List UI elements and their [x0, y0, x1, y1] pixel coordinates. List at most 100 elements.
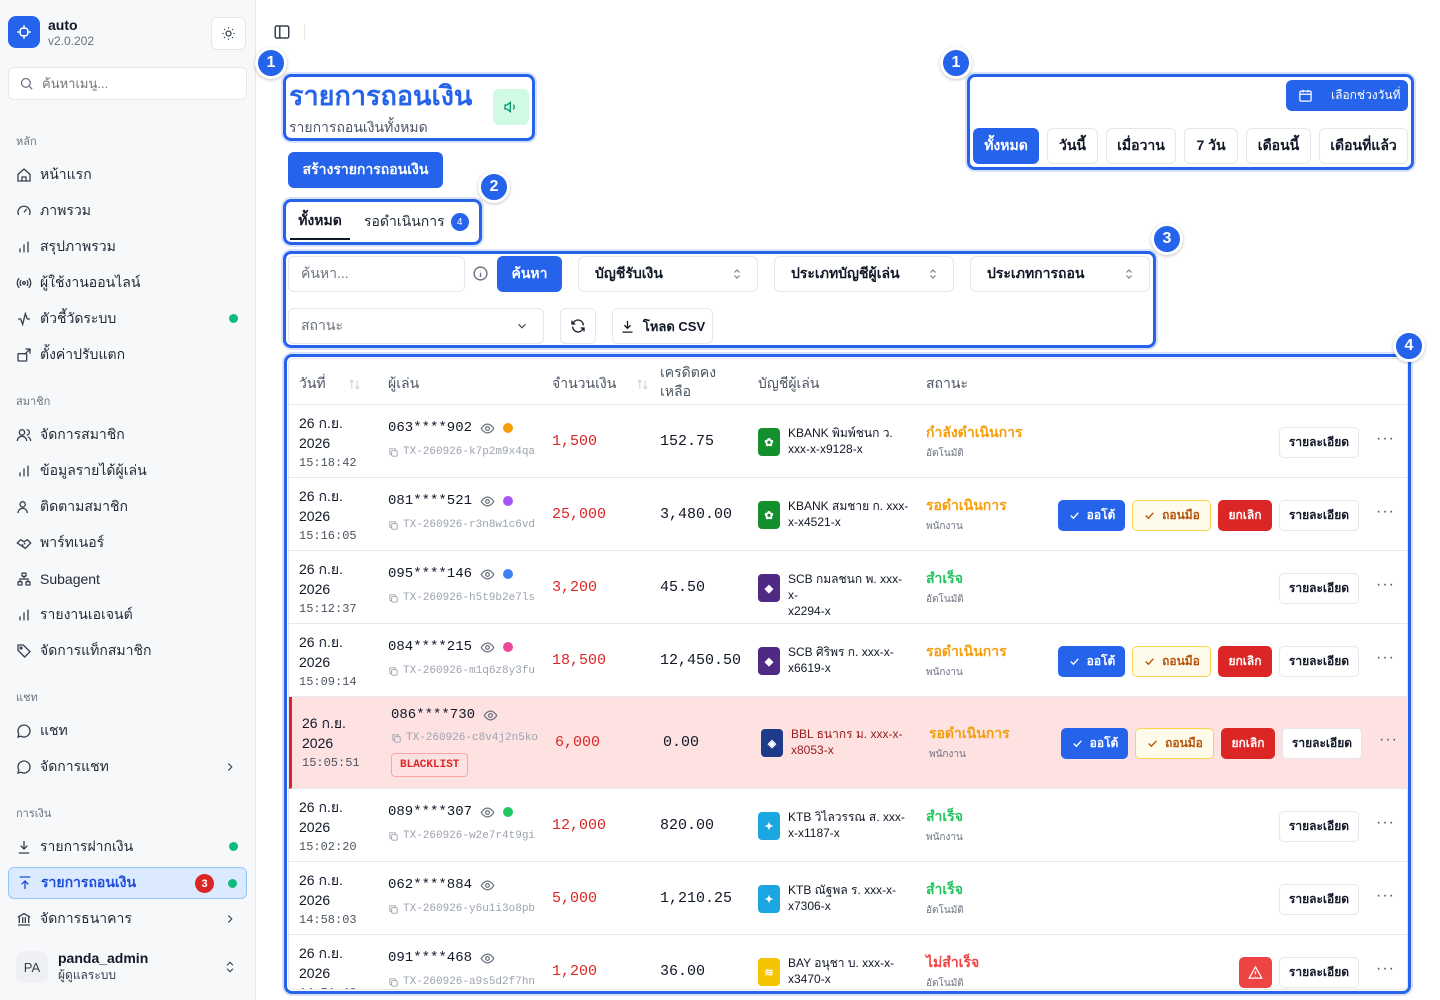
transaction-id[interactable]: TX-260926-a9s5d2f7hn	[388, 976, 535, 988]
transaction-id[interactable]: TX-260926-k7p2m9x4qa	[388, 446, 535, 458]
eye-icon[interactable]	[480, 494, 495, 509]
cancel-button[interactable]: ยกเลิก	[1218, 646, 1272, 677]
info-icon[interactable]	[472, 265, 489, 282]
auto-withdraw-button[interactable]: ออโต้	[1061, 728, 1128, 759]
eye-icon[interactable]	[480, 878, 495, 893]
sidebar-item-follow-members[interactable]: ติดตามสมาชิก	[8, 491, 247, 523]
range-yesterday-button[interactable]: เมื่อวาน	[1106, 128, 1176, 164]
sidebar-item-label: จัดการสมาชิก	[40, 426, 125, 442]
manual-withdraw-button[interactable]: ถอนมือ	[1135, 728, 1214, 759]
detail-button[interactable]: รายละเอียด	[1282, 728, 1362, 759]
range-last-month-button[interactable]: เดือนที่แล้ว	[1319, 128, 1408, 164]
sidebar-item-withdrawals[interactable]: รายการถอนเงิน 3	[8, 867, 247, 899]
menu-search-input[interactable]	[42, 76, 222, 91]
chevrons-up-down-icon	[1126, 269, 1132, 279]
eye-icon[interactable]	[480, 640, 495, 655]
range-today-button[interactable]: วันนี้	[1047, 128, 1098, 164]
detail-button[interactable]: รายละเอียด	[1279, 573, 1359, 604]
sidebar-item-system-metrics[interactable]: ตัวชี้วัดระบบ	[8, 303, 247, 335]
more-options-icon[interactable]: ···	[1376, 430, 1395, 447]
sidebar-item-online-users[interactable]: ผู้ใช้งานออนไลน์	[8, 267, 247, 299]
section-label-finance: การเงิน	[16, 808, 52, 820]
withdraw-type-select[interactable]: ประเภทการถอน	[970, 256, 1150, 292]
sidebar-item-summary[interactable]: สรุปภาพรวม	[8, 231, 247, 263]
tab-pending[interactable]: รอดำเนินการ 4	[364, 204, 476, 240]
search-button[interactable]: ค้นหา	[497, 256, 562, 292]
detail-button[interactable]: รายละเอียด	[1279, 500, 1359, 531]
range-all-button[interactable]: ทั้งหมด	[973, 128, 1039, 164]
detail-button[interactable]: รายละเอียด	[1279, 646, 1359, 677]
app-version: v2.0.202	[48, 34, 95, 48]
menu-search[interactable]	[8, 67, 247, 100]
sidebar-item-home[interactable]: หน้าแรก	[8, 159, 247, 191]
sidebar-item-partners[interactable]: พาร์ทเนอร์	[8, 527, 247, 559]
eye-icon[interactable]	[480, 951, 495, 966]
sidebar-item-split-settings[interactable]: ตั้งค่าปรับแตก	[8, 339, 247, 371]
theme-toggle-button[interactable]	[211, 17, 246, 50]
date-range-button[interactable]: เลือกช่วงวันที่	[1286, 80, 1408, 111]
auto-withdraw-button[interactable]: ออโต้	[1058, 500, 1125, 531]
sidebar-item-subagent[interactable]: Subagent	[8, 563, 247, 595]
more-options-icon[interactable]: ···	[1376, 960, 1395, 977]
sidebar-item-agent-report[interactable]: รายงานเอเจนต์	[8, 599, 247, 631]
eye-icon[interactable]	[480, 421, 495, 436]
range-this-month-button[interactable]: เดือนนี้	[1246, 128, 1311, 164]
eye-icon[interactable]	[480, 567, 495, 582]
transaction-id[interactable]: TX-260926-c8v4j2n5ko	[391, 732, 538, 744]
detail-button[interactable]: รายละเอียด	[1279, 811, 1359, 842]
cancel-button[interactable]: ยกเลิก	[1221, 728, 1275, 759]
tab-all[interactable]: ทั้งหมด	[290, 204, 350, 240]
more-options-icon[interactable]: ···	[1376, 887, 1395, 904]
status-select[interactable]: สถานะ	[288, 308, 544, 344]
transaction-id[interactable]: TX-260926-m1q6z8y3fu	[388, 665, 535, 677]
sidebar-item-banks[interactable]: จัดการธนาคาร	[8, 903, 247, 935]
date-range-label: เลือกช่วงวันที่	[1331, 88, 1401, 102]
sidebar-item-player-income[interactable]: ข้อมูลรายได้ผู้เล่น	[8, 455, 247, 487]
detail-button[interactable]: รายละเอียด	[1279, 427, 1359, 458]
eye-icon[interactable]	[480, 805, 495, 820]
more-options-icon[interactable]: ···	[1376, 503, 1395, 520]
sidebar-item-manage-chat[interactable]: จัดการแชท	[8, 751, 247, 783]
auto-withdraw-button[interactable]: ออโต้	[1058, 646, 1125, 677]
player-color-dot	[503, 423, 514, 433]
sidebar-item-member-tags[interactable]: จัดการแท็กสมาชิก	[8, 635, 247, 667]
transaction-id[interactable]: TX-260926-h5t9b2e7ls	[388, 592, 535, 604]
receiving-account-select[interactable]: บัญชีรับเงิน	[578, 256, 758, 292]
player-cell: 086****730	[391, 707, 498, 723]
transaction-id[interactable]: TX-260926-r3n8w1c6vd	[388, 519, 535, 531]
status-method: อัตโนมัติ	[926, 905, 964, 916]
create-withdrawal-button[interactable]: สร้างรายการถอนเงิน	[288, 152, 443, 188]
more-options-icon[interactable]: ···	[1376, 576, 1395, 593]
range-7days-button[interactable]: 7 วัน	[1184, 128, 1238, 164]
transaction-id-text: TX-260926-y6u1i3o8pb	[403, 903, 536, 915]
detail-button[interactable]: รายละเอียด	[1279, 884, 1359, 915]
manual-withdraw-button[interactable]: ถอนมือ	[1132, 646, 1211, 677]
more-options-icon[interactable]: ···	[1376, 814, 1395, 831]
more-options-icon[interactable]: ···	[1379, 731, 1398, 748]
eye-icon[interactable]	[483, 708, 498, 723]
account-cell: SCB กมลชนก พ. xxx-x-x2294-x	[788, 571, 910, 619]
refresh-button[interactable]	[560, 308, 596, 344]
transaction-id[interactable]: TX-260926-y6u1i3o8pb	[388, 903, 535, 915]
column-date[interactable]: วันที่	[299, 373, 361, 395]
sidebar-item-overview[interactable]: ภาพรวม	[8, 195, 247, 227]
cancel-button[interactable]: ยกเลิก	[1218, 500, 1272, 531]
more-options-icon[interactable]: ···	[1376, 649, 1395, 666]
search-input[interactable]: ค้นหา...	[288, 256, 465, 292]
manual-withdraw-button[interactable]: ถอนมือ	[1132, 500, 1211, 531]
user-menu[interactable]: PA panda_admin ผู้ดูแลระบบ	[8, 944, 247, 990]
download-csv-button[interactable]: โหลด CSV	[612, 308, 713, 344]
column-amount[interactable]: จำนวนเงิน	[552, 373, 649, 395]
warning-button[interactable]	[1239, 957, 1272, 988]
sound-toggle-button[interactable]	[493, 89, 529, 125]
time-text: 15:12:37	[299, 602, 357, 616]
sidebar-item-label: จัดการแท็กสมาชิก	[40, 642, 152, 658]
detail-button[interactable]: รายละเอียด	[1279, 957, 1359, 988]
sidebar-item-deposits[interactable]: รายการฝากเงิน	[8, 831, 247, 863]
player-account-type-select[interactable]: ประเภทบัญชีผู้เล่น	[774, 256, 954, 292]
sidebar-item-manage-members[interactable]: จัดการสมาชิก	[8, 419, 247, 451]
sidebar-toggle-button[interactable]	[272, 22, 292, 42]
transaction-id[interactable]: TX-260926-w2e7r4t9gi	[388, 830, 535, 842]
date-cell: 26 ก.ย. 2026 14:58:03	[299, 870, 357, 930]
sidebar-item-chat[interactable]: แชท	[8, 715, 247, 747]
